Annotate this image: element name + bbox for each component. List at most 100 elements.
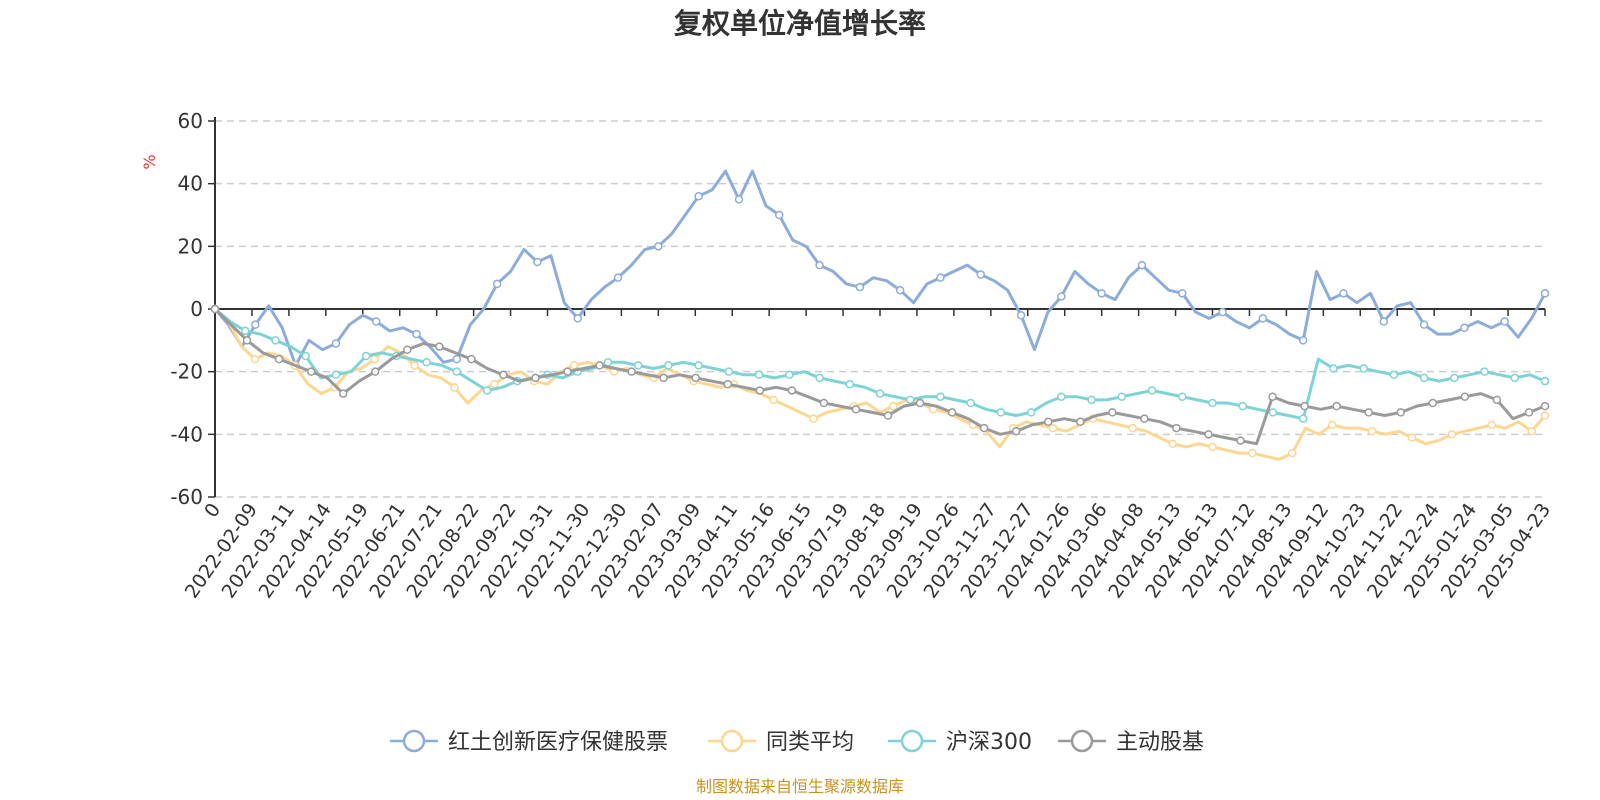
data-point: [1108, 408, 1117, 417]
data-point: [370, 354, 379, 364]
series-lines: [210, 169, 1550, 461]
series-2: [210, 304, 1550, 423]
data-point: [1178, 392, 1187, 401]
data-point: [754, 370, 764, 380]
data-point: [883, 411, 893, 420]
data-point: [627, 367, 636, 376]
legend-label: 主动股基: [1116, 730, 1204, 755]
data-point: [1204, 430, 1213, 439]
data-point: [1450, 373, 1459, 383]
data-point: [1527, 426, 1536, 436]
data-point: [1329, 364, 1338, 373]
data-point: [851, 405, 861, 414]
data-point: [1057, 392, 1066, 401]
data-point: [1172, 423, 1181, 433]
data-point: [1268, 408, 1278, 417]
data-point: [301, 351, 310, 361]
data-point: [1492, 395, 1502, 405]
data-point: [895, 285, 905, 295]
legend-label: 沪深300: [946, 730, 1032, 755]
data-point: [370, 367, 380, 376]
data-point: [1500, 317, 1509, 326]
data-point: [1178, 289, 1187, 298]
y-tick-label: 0: [190, 297, 203, 321]
data-point: [499, 370, 508, 380]
legend-item[interactable]: 红土创新医疗保健股票: [390, 729, 668, 755]
legend-swatch-marker: [900, 729, 924, 753]
series-3: [210, 304, 1550, 446]
data-point: [331, 339, 341, 348]
data-point: [1367, 426, 1377, 436]
data-point: [1428, 398, 1438, 408]
data-point: [809, 414, 818, 423]
data-point: [1208, 398, 1217, 408]
legend-swatch-marker: [720, 729, 744, 753]
data-point: [659, 373, 668, 383]
y-tick-label: -20: [170, 360, 203, 384]
data-point: [1487, 420, 1497, 430]
series-0: [210, 169, 1550, 370]
data-point: [274, 354, 284, 364]
data-point: [450, 383, 459, 392]
data-point: [947, 408, 957, 417]
y-tick-label: -40: [170, 422, 203, 446]
data-point: [1332, 401, 1341, 411]
data-point: [482, 386, 492, 395]
data-point: [613, 273, 623, 282]
data-point: [785, 370, 794, 380]
data-point: [1396, 408, 1406, 417]
data-point: [410, 361, 419, 370]
data-point: [1419, 320, 1429, 329]
legend-item[interactable]: 沪深300: [888, 729, 1032, 755]
data-point: [338, 389, 348, 398]
data-point: [1524, 408, 1534, 417]
data-point: [1016, 311, 1026, 320]
data-point: [271, 336, 280, 345]
data-point: [435, 342, 444, 351]
gridlines: [215, 120, 1545, 498]
data-point: [1540, 376, 1550, 386]
y-tick-labels: 60 40 20 0 -20 -40 -60: [170, 109, 203, 509]
data-point: [845, 379, 855, 389]
data-point: [1419, 373, 1429, 383]
series-line: [213, 307, 1546, 446]
x-tick-labels: 02022-02-092022-03-112022-04-142022-05-1…: [181, 499, 1555, 602]
data-point: [467, 354, 476, 364]
legend[interactable]: 红土创新医疗保健股票 同类平均 沪深300 主动股基: [390, 729, 1204, 755]
data-point: [1218, 307, 1227, 317]
data-point: [1540, 289, 1550, 298]
data-point: [1168, 439, 1177, 448]
axes: [208, 117, 1546, 498]
data-point: [306, 367, 316, 376]
data-point: [563, 367, 572, 376]
legend-swatch-marker: [402, 729, 426, 753]
data-point: [724, 367, 734, 376]
data-point: [1026, 408, 1036, 417]
data-point: [905, 395, 915, 405]
data-point: [1359, 364, 1368, 373]
series-line: [213, 169, 1547, 367]
data-point: [787, 386, 797, 395]
data-point: [250, 354, 260, 364]
data-point: [819, 398, 829, 408]
data-point: [694, 361, 703, 370]
data-point: [1447, 430, 1457, 439]
legend-item[interactable]: 同类平均: [708, 729, 854, 755]
data-point: [723, 379, 733, 389]
legend-label: 同类平均: [766, 730, 854, 755]
series-line: [213, 307, 1547, 461]
data-point: [875, 389, 885, 398]
data-point: [1379, 317, 1389, 326]
data-point: [936, 392, 945, 401]
chart-title: 复权单位净值增长率: [674, 7, 926, 40]
legend-item[interactable]: 主动股基: [1058, 729, 1204, 755]
data-point: [654, 242, 663, 251]
data-point: [1087, 395, 1096, 405]
data-point: [1540, 401, 1550, 411]
data-point: [1140, 414, 1149, 423]
data-point: [1327, 420, 1337, 430]
source-note: 制图数据来自恒生聚源数据库: [696, 777, 904, 796]
data-point: [1137, 260, 1147, 270]
legend-swatch-marker: [1070, 729, 1094, 753]
